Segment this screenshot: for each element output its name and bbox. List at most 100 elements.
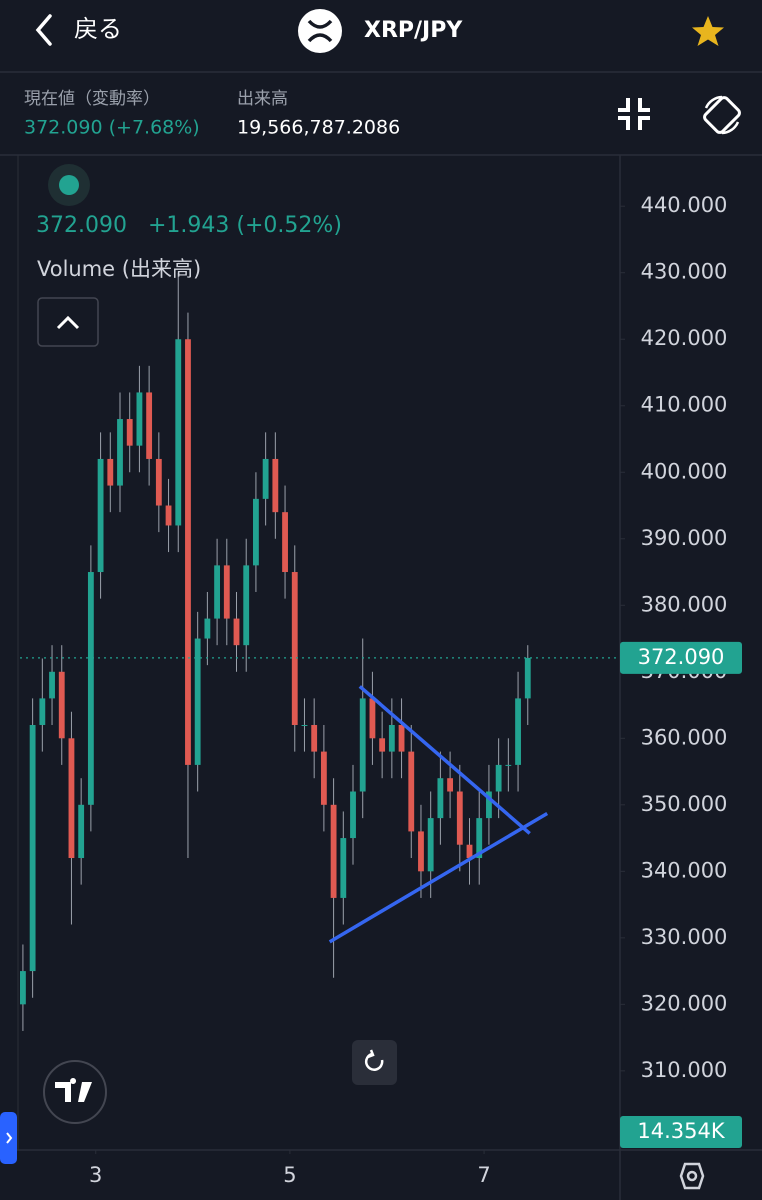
price-label: 現在値（変動率） (24, 89, 160, 109)
candle-body (214, 565, 220, 619)
y-tick-label: 340.000 (641, 858, 728, 882)
x-tick-label: 7 (477, 1163, 490, 1187)
candle-body (97, 458, 104, 573)
back-icon[interactable] (35, 14, 52, 46)
candle-body (126, 419, 133, 446)
candle-body (185, 339, 191, 765)
candle-body (466, 844, 473, 859)
price-value: 372.090 (+7.68%) (24, 117, 200, 139)
candle-body (204, 618, 211, 639)
candle-body (39, 698, 46, 725)
candle-body (272, 458, 279, 513)
candle-body (427, 818, 434, 872)
candle-body (447, 778, 454, 792)
y-tick-label: 350.000 (641, 792, 728, 816)
candle-body (282, 512, 288, 573)
candle-body (117, 419, 123, 486)
candle-body (233, 618, 240, 646)
candle-body (68, 738, 75, 859)
volume-last-label: 14.354K (637, 1119, 725, 1143)
candle-body (58, 671, 65, 739)
pair-title: XRP/JPY (364, 18, 463, 43)
candle-body (243, 565, 250, 646)
candle-body (408, 751, 415, 832)
side-panel-toggle[interactable] (0, 1112, 17, 1164)
candle-body (253, 498, 259, 566)
side-panel-icon (6, 1132, 13, 1144)
candle-body (49, 671, 55, 699)
candle-body (418, 831, 424, 872)
volume-title: Volume (出来高) (37, 257, 201, 281)
volume-value: 19,566,787.2086 (237, 117, 400, 139)
last-price-box (620, 641, 742, 674)
candle-body (359, 698, 366, 792)
candle-body (175, 339, 182, 526)
candle-body (398, 724, 405, 752)
trend-line (358, 685, 531, 835)
candle-body (320, 751, 327, 805)
favorite-star[interactable] (692, 16, 724, 46)
candle-body (379, 738, 386, 752)
collapse-icon (56, 315, 80, 330)
trend-line (328, 811, 549, 944)
y-tick-label: 410.000 (641, 393, 728, 417)
last-price-label: 372.090 (638, 645, 725, 669)
candle-body (330, 804, 337, 898)
candle-body (495, 764, 502, 792)
y-tick-label: 390.000 (641, 526, 728, 550)
y-tick-label: 330.000 (641, 925, 728, 949)
candle-body (486, 791, 492, 819)
legend-price: 372.090 (36, 213, 127, 238)
candle-body (311, 724, 318, 752)
fullscreen-icon[interactable] (618, 98, 650, 130)
collapse-button[interactable] (37, 297, 99, 347)
candle-body (350, 791, 356, 839)
candle-body (87, 572, 94, 805)
candle-body (146, 392, 153, 459)
y-tick-label: 400.000 (641, 459, 728, 483)
y-tick-label: 440.000 (641, 193, 728, 217)
candle-body (78, 804, 85, 859)
y-tick-label: 320.000 (641, 991, 728, 1015)
back-button[interactable]: 戻る (74, 15, 122, 43)
reset-button[interactable] (352, 1040, 397, 1085)
plot: 310.000 320.000 330.000 340.000 350.000 360.0… (20, 193, 742, 1187)
candle-body (194, 638, 201, 765)
y-tick-label: 310.000 (641, 1058, 728, 1082)
candle-body (437, 778, 444, 819)
y-tick-label: 430.000 (641, 260, 728, 284)
y-tick-label: 380.000 (641, 592, 728, 616)
candle-body (301, 724, 308, 726)
y-tick-label: 420.000 (641, 326, 728, 350)
candle-body (505, 764, 512, 766)
settings-icon-center (686, 1170, 698, 1182)
candle-body (29, 724, 36, 972)
rotate-icon[interactable] (703, 95, 741, 135)
candle-body (107, 458, 114, 486)
top-bar (0, 0, 762, 72)
candle-body (456, 791, 463, 845)
reset-icon (365, 1049, 384, 1071)
x-tick-label: 3 (89, 1163, 102, 1187)
x-tick-label: 5 (283, 1163, 296, 1187)
candle-body (20, 971, 26, 1005)
candle-body (165, 505, 172, 526)
candle-body (291, 572, 298, 725)
candle-body (476, 818, 483, 859)
candle-body (223, 565, 230, 619)
candle-body (369, 698, 376, 739)
tv-logo[interactable] (43, 1060, 107, 1124)
volume-box (620, 1116, 742, 1148)
candle-body (388, 724, 395, 752)
coin-logo-mark (307, 19, 333, 43)
settings-icon[interactable] (679, 1162, 705, 1190)
candle-body (262, 458, 269, 499)
candle-body (515, 698, 521, 765)
candle-body (155, 458, 162, 506)
tv-logo-mark (55, 1078, 92, 1102)
candle-body (524, 657, 531, 699)
status-dot (59, 175, 79, 195)
